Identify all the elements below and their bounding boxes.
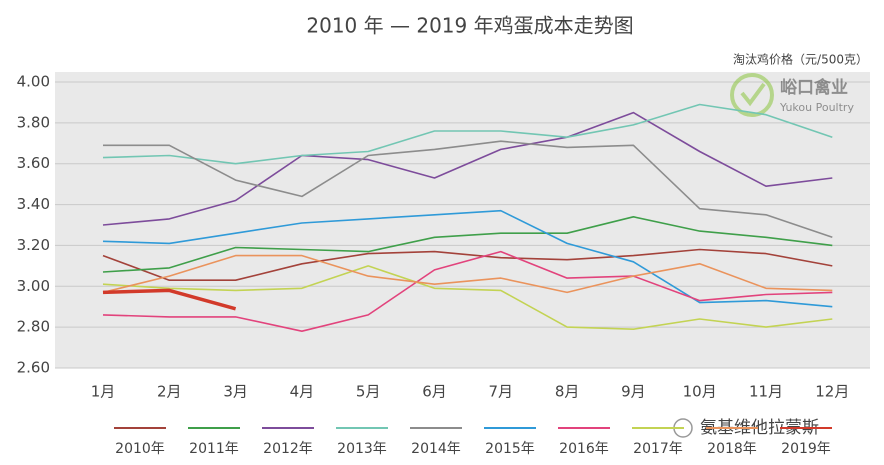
x-tick-label: 5月 — [356, 383, 381, 401]
x-tick-label: 8月 — [555, 383, 580, 401]
x-tick-label: 10月 — [683, 383, 717, 401]
series-line — [102, 250, 833, 332]
series-line — [102, 216, 833, 273]
legend-label: 2017年 — [633, 441, 683, 457]
x-tick-label: 9月 — [621, 383, 646, 401]
series-line — [102, 265, 833, 330]
series-line — [102, 209, 833, 308]
plot-area — [55, 72, 870, 368]
x-tick-label: 11月 — [749, 383, 783, 401]
y-tick-label: 2.80 — [17, 318, 50, 336]
y-tick-label: 4.00 — [17, 73, 50, 91]
series-line — [102, 288, 237, 311]
y-tick-label: 3.80 — [17, 113, 50, 131]
chart-title: 2010 年 — 2019 年鸡蛋成本走势图 — [306, 14, 633, 38]
watermark-text: 峪口禽业 — [780, 77, 848, 98]
watermark-subtext: Yukou Poultry — [779, 101, 854, 114]
series-line — [103, 140, 833, 239]
series-line — [102, 254, 833, 294]
x-tick-label: 4月 — [290, 383, 315, 401]
y-tick-label: 3.00 — [17, 277, 50, 295]
legend-label: 2016年 — [559, 441, 609, 457]
legend-label: 2013年 — [337, 441, 387, 457]
x-tick-label: 1月 — [91, 383, 116, 401]
watermark-check — [740, 82, 766, 107]
x-tick-label: 2月 — [157, 383, 182, 401]
unit-label: 淘汰鸡价格（元/500克） — [733, 52, 868, 67]
footer-text: 氨基维他拉蒙斯 — [700, 418, 819, 438]
watermark: 峪口禽业 Yukou Poultry — [730, 73, 854, 117]
legend-label: 2018年 — [707, 441, 757, 457]
series-line — [102, 111, 833, 226]
x-tick-label: 3月 — [223, 383, 248, 401]
legend-label: 2014年 — [411, 441, 461, 457]
series-line — [102, 103, 833, 165]
y-tick-label: 3.20 — [17, 236, 50, 254]
legend-label: 2011年 — [189, 441, 239, 457]
watermark-logo — [730, 73, 774, 117]
legend-label: 2019年 — [781, 441, 831, 457]
series-line — [102, 248, 833, 281]
y-tick-label: 3.40 — [17, 195, 50, 213]
y-tick-label: 3.60 — [17, 154, 50, 172]
y-tick-label: 2.60 — [17, 359, 50, 377]
legend-label: 2012年 — [263, 441, 313, 457]
legend-label: 2015年 — [485, 441, 535, 457]
x-tick-label: 7月 — [489, 383, 514, 401]
x-tick-label: 6月 — [422, 383, 447, 401]
x-tick-label: 12月 — [815, 383, 849, 401]
legend-label: 2010年 — [115, 441, 165, 457]
